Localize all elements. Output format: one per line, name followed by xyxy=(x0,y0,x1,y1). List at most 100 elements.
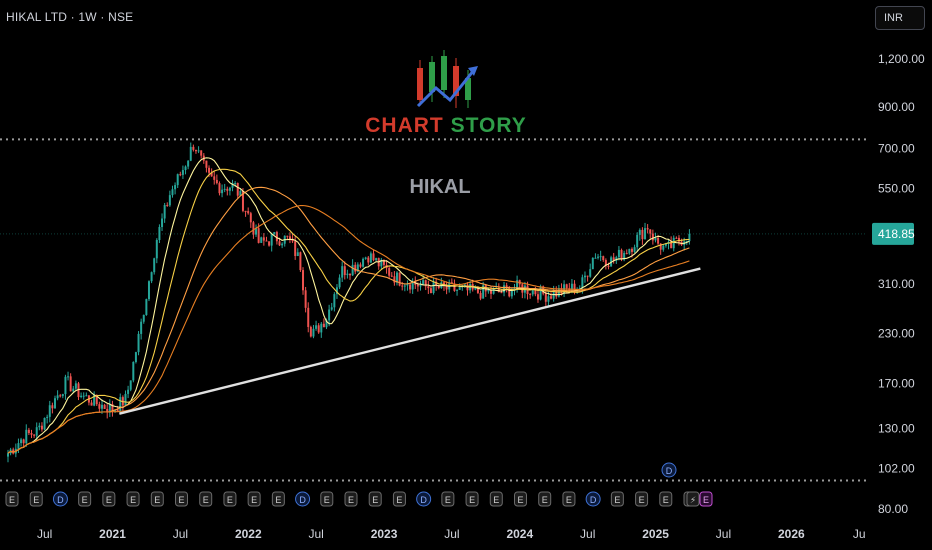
marker-shape xyxy=(538,491,552,507)
candle-body xyxy=(565,284,568,289)
candle-body xyxy=(602,256,605,261)
candle-body xyxy=(550,296,553,299)
earnings-marker: E xyxy=(368,491,382,507)
candle-body xyxy=(458,287,461,290)
candle-body xyxy=(393,276,396,283)
candle-body xyxy=(119,397,122,412)
candle-body xyxy=(664,243,667,246)
symbol-title[interactable]: HIKAL LTD · 1W · NSE xyxy=(6,10,134,24)
marker-label: D xyxy=(590,495,597,505)
earnings-marker: E xyxy=(514,491,527,507)
candle-body xyxy=(633,247,636,252)
marker-shape xyxy=(562,491,576,507)
candle-body xyxy=(599,256,602,258)
marker-shape xyxy=(686,491,700,507)
candle-body xyxy=(252,222,255,235)
candle-body xyxy=(427,286,430,289)
earnings-marker: E xyxy=(538,491,552,507)
candle-body xyxy=(127,389,130,394)
marker-shape xyxy=(223,491,237,507)
candle-body xyxy=(168,195,171,206)
candle-body xyxy=(35,427,38,436)
marker-label: E xyxy=(203,495,209,505)
earnings-marker: E xyxy=(392,491,406,507)
candle-body xyxy=(299,252,302,271)
candle-body xyxy=(304,290,307,308)
earnings-marker: E xyxy=(102,491,116,507)
candle-body xyxy=(108,404,111,413)
candle-body xyxy=(612,257,615,261)
candle-body xyxy=(281,243,284,246)
candle-body xyxy=(265,240,268,242)
candle-body xyxy=(591,257,594,270)
candle-body xyxy=(625,252,628,254)
candle-body xyxy=(651,233,654,241)
candle-body xyxy=(456,289,459,291)
earnings-marker: E xyxy=(175,491,188,507)
candle-body xyxy=(644,228,647,240)
candle-body xyxy=(61,394,64,397)
logo-word-2: STORY xyxy=(450,114,527,137)
earnings-marker: E xyxy=(78,491,92,507)
candle-body xyxy=(419,284,422,287)
candle-body xyxy=(445,285,448,290)
candle-body xyxy=(150,272,153,282)
candle-body xyxy=(153,258,156,273)
candle-body xyxy=(59,395,62,397)
candle-body xyxy=(570,283,573,291)
marker-shape xyxy=(416,491,432,507)
candle-body xyxy=(95,394,98,405)
candle-body xyxy=(589,269,592,277)
marker-shape xyxy=(199,491,213,507)
candle-body xyxy=(362,258,365,267)
candle-body xyxy=(268,241,271,246)
candle-body xyxy=(67,376,70,378)
marker-label: E xyxy=(542,495,548,505)
marker-shape xyxy=(150,491,164,507)
candle-body xyxy=(416,284,419,287)
candle-body xyxy=(583,275,586,278)
candle-body xyxy=(247,211,250,214)
currency-selector[interactable]: INR xyxy=(875,6,925,30)
marker-shape xyxy=(514,491,527,507)
earnings-marker: E xyxy=(320,491,334,507)
y-tick-label: 102.00 xyxy=(878,462,915,476)
x-tick-label: 2023 xyxy=(371,527,398,541)
ma-slowest-line xyxy=(7,204,690,454)
marker-label: E xyxy=(566,495,572,505)
marker-label: E xyxy=(154,495,160,505)
last-price-badge xyxy=(872,222,914,245)
candle-body xyxy=(85,395,88,397)
candle-body xyxy=(302,270,305,291)
marker-label: E xyxy=(614,495,620,505)
marker-shape xyxy=(5,491,19,507)
candle-body xyxy=(508,286,511,297)
candle-body xyxy=(205,160,208,168)
candle-body xyxy=(659,243,662,250)
candle-body xyxy=(38,425,41,428)
dividend-marker: D xyxy=(295,491,311,507)
candle-body xyxy=(231,183,234,188)
candle-body xyxy=(106,408,109,413)
chart-title: HIKAL xyxy=(409,176,471,198)
candle-body xyxy=(437,285,440,289)
marker-label: E xyxy=(178,495,184,505)
candle-body xyxy=(320,323,323,333)
x-tick-label: 2022 xyxy=(235,527,262,541)
marker-label: E xyxy=(251,495,257,505)
candle-body xyxy=(260,237,263,243)
candle-body xyxy=(137,333,140,353)
candle-body xyxy=(636,234,639,248)
candle-body xyxy=(20,439,23,444)
chart-story-logo: CHART STORY xyxy=(362,50,530,142)
logo-candles-icon xyxy=(416,50,478,108)
earnings-marker: E xyxy=(223,491,237,507)
earnings-marker: E xyxy=(659,491,673,507)
candle-body xyxy=(604,260,607,266)
candle-body xyxy=(7,453,9,457)
earnings-marker: E xyxy=(465,491,479,507)
candle-body xyxy=(69,376,72,392)
y-tick-label: 80.00 xyxy=(878,502,908,516)
candle-body xyxy=(100,404,103,409)
candle-body xyxy=(662,245,665,250)
